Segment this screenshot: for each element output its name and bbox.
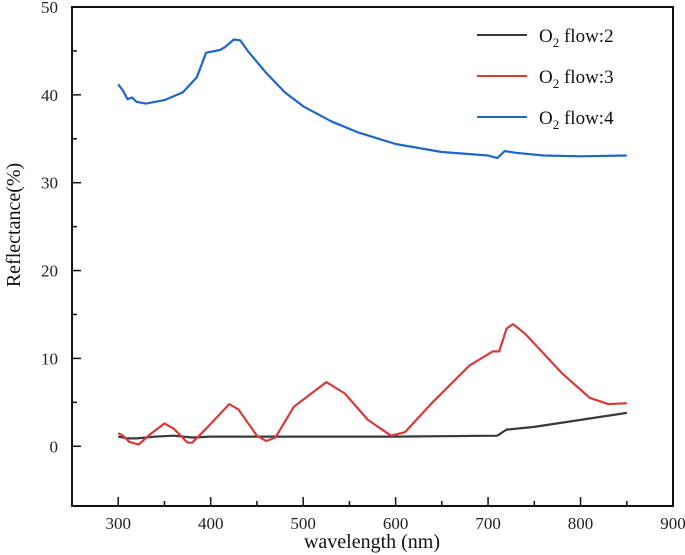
- y-tick-label: 10: [41, 349, 58, 368]
- x-tick-label: 300: [105, 514, 131, 533]
- x-tick-label: 900: [660, 514, 685, 533]
- legend-label: O2 flow:4: [539, 108, 614, 132]
- plot-border: [71, 6, 674, 507]
- legend-label: O2 flow:2: [539, 26, 614, 50]
- x-axis-title: wavelength (nm): [304, 531, 440, 553]
- series-line: [117, 411, 627, 440]
- y-tick-label: 40: [41, 86, 58, 105]
- legend-label: O2 flow:3: [539, 67, 614, 91]
- series-layer: [117, 38, 627, 446]
- x-tick-label: 500: [290, 514, 316, 533]
- y-tick-label: 20: [41, 262, 58, 281]
- y-tick-label: 0: [50, 437, 59, 456]
- y-axis-title: Reflectance(%): [3, 163, 25, 287]
- series-2: [117, 323, 627, 446]
- x-tick-label: 400: [198, 514, 224, 533]
- x-tick-label: 700: [475, 514, 501, 533]
- y-tick-label: 30: [41, 174, 58, 193]
- plot-frame: [71, 6, 674, 507]
- x-axis: 300 400 500 600 700 800 900: [105, 497, 685, 533]
- x-tick-label: 600: [383, 514, 409, 533]
- series-line: [117, 38, 627, 160]
- series-1: [117, 411, 627, 440]
- y-tick-label: 50: [41, 0, 58, 17]
- x-tick-label: 800: [568, 514, 594, 533]
- y-axis: 0 10 20 30 40 50: [41, 0, 81, 456]
- legend: O2 flow:2 O2 flow:3 O2 flow:4: [477, 26, 614, 132]
- series-line: [117, 323, 627, 446]
- series-3: [117, 38, 627, 160]
